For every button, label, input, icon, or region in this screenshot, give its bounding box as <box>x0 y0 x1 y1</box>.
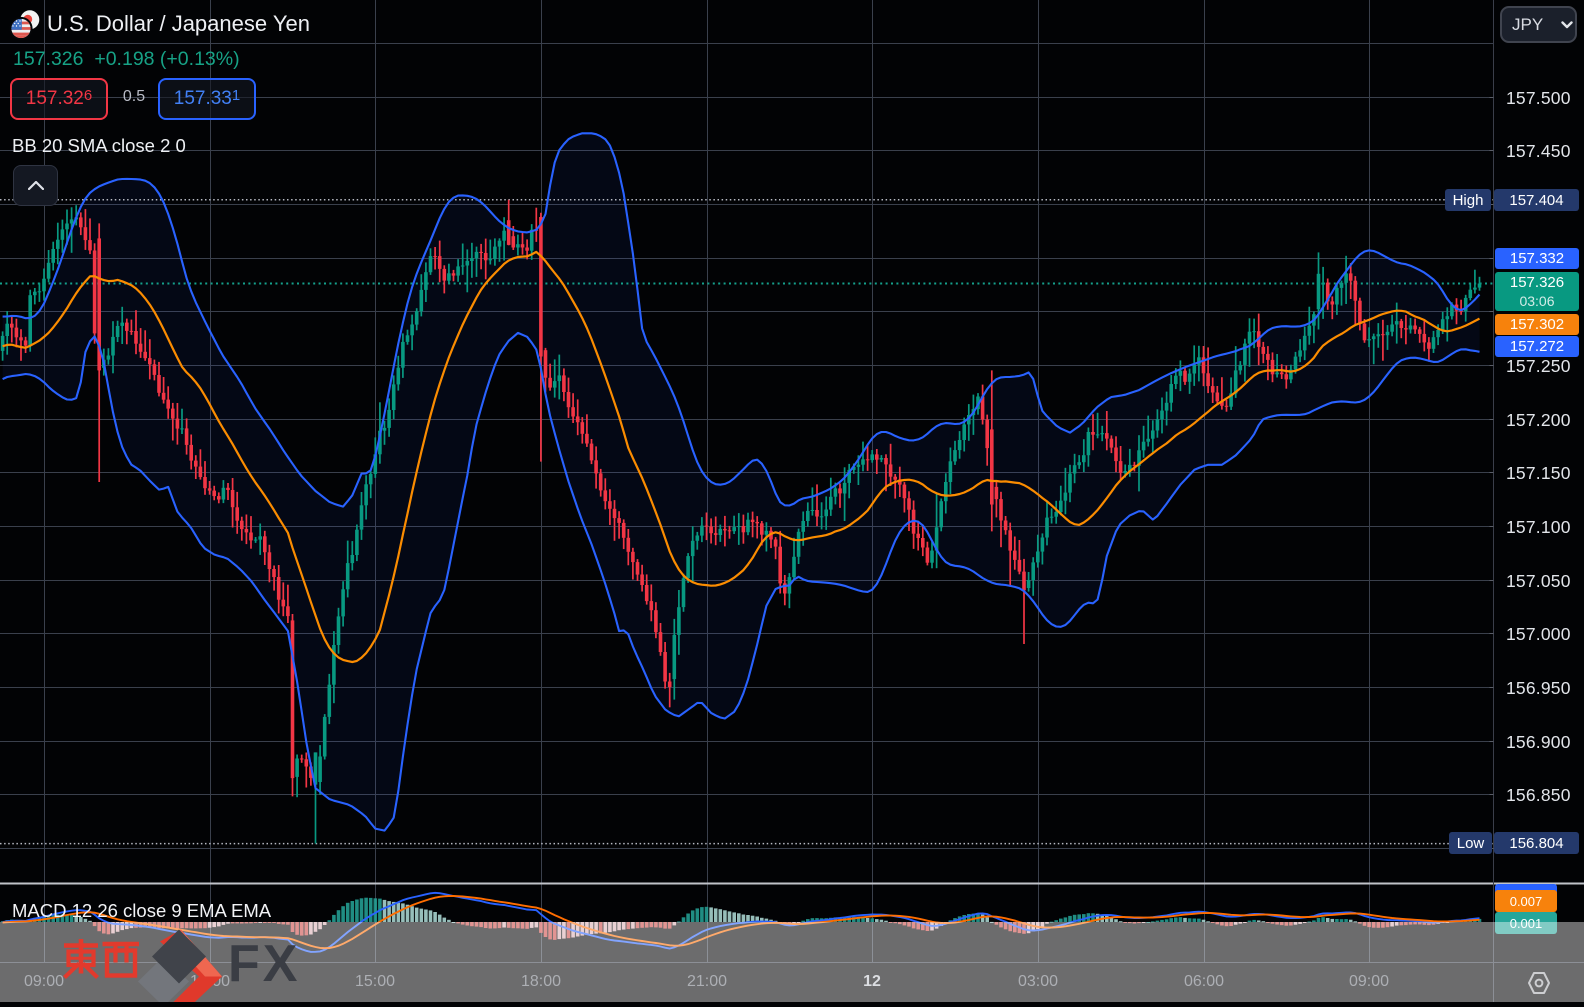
svg-text:FX: FX <box>228 935 300 993</box>
